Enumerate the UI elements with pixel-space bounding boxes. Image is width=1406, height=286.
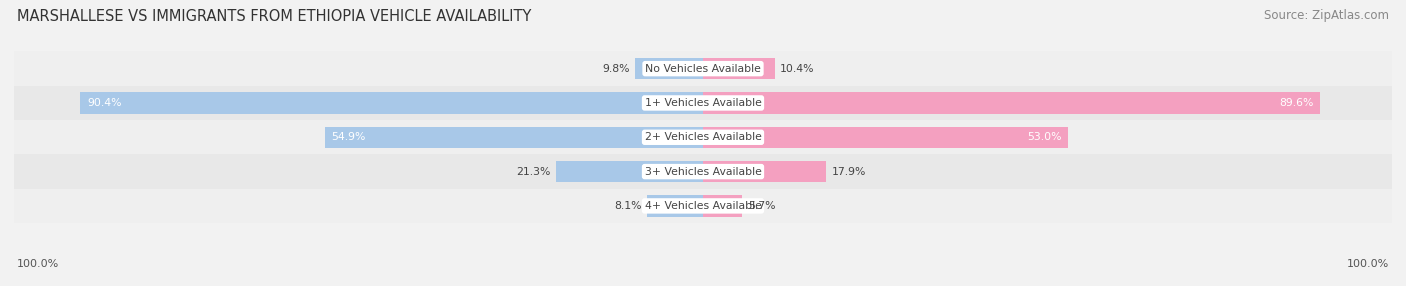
Text: No Vehicles Available: No Vehicles Available: [645, 64, 761, 74]
Text: MARSHALLESE VS IMMIGRANTS FROM ETHIOPIA VEHICLE AVAILABILITY: MARSHALLESE VS IMMIGRANTS FROM ETHIOPIA …: [17, 9, 531, 23]
Text: 2+ Vehicles Available: 2+ Vehicles Available: [644, 132, 762, 142]
Bar: [647, 195, 703, 217]
Bar: [703, 127, 1069, 148]
Bar: [14, 154, 1392, 189]
Bar: [703, 195, 742, 217]
Text: 54.9%: 54.9%: [332, 132, 366, 142]
Bar: [325, 127, 703, 148]
Text: 9.8%: 9.8%: [603, 64, 630, 74]
Text: 4+ Vehicles Available: 4+ Vehicles Available: [644, 201, 762, 211]
Bar: [703, 58, 775, 79]
Bar: [14, 189, 1392, 223]
Bar: [14, 51, 1392, 86]
Text: 100.0%: 100.0%: [1347, 259, 1389, 269]
Text: 10.4%: 10.4%: [780, 64, 814, 74]
Text: 1+ Vehicles Available: 1+ Vehicles Available: [644, 98, 762, 108]
Text: 3+ Vehicles Available: 3+ Vehicles Available: [644, 167, 762, 176]
Text: 8.1%: 8.1%: [614, 201, 641, 211]
Bar: [703, 161, 827, 182]
Bar: [636, 58, 703, 79]
Text: 5.7%: 5.7%: [748, 201, 775, 211]
Bar: [14, 86, 1392, 120]
Text: 89.6%: 89.6%: [1279, 98, 1313, 108]
Bar: [14, 120, 1392, 154]
Text: 53.0%: 53.0%: [1026, 132, 1062, 142]
Bar: [703, 92, 1320, 114]
Text: 100.0%: 100.0%: [17, 259, 59, 269]
Text: 17.9%: 17.9%: [832, 167, 866, 176]
Bar: [557, 161, 703, 182]
Text: 90.4%: 90.4%: [87, 98, 121, 108]
Bar: [80, 92, 703, 114]
Text: 21.3%: 21.3%: [516, 167, 551, 176]
Text: Source: ZipAtlas.com: Source: ZipAtlas.com: [1264, 9, 1389, 21]
